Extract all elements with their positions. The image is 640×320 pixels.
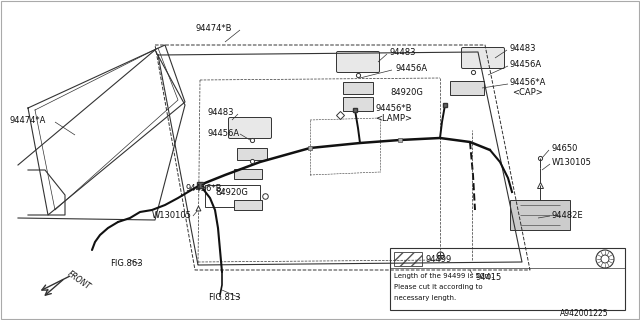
- FancyBboxPatch shape: [228, 117, 271, 139]
- Text: 94415: 94415: [475, 274, 501, 283]
- Bar: [205, 185, 260, 207]
- Text: 94456*B: 94456*B: [185, 183, 221, 193]
- Bar: [450, 81, 484, 95]
- Text: 84920G: 84920G: [215, 188, 248, 196]
- Text: 84920G: 84920G: [390, 87, 423, 97]
- Text: W130105: W130105: [552, 157, 592, 166]
- Text: 94456*B: 94456*B: [375, 103, 412, 113]
- Text: 94483: 94483: [390, 47, 417, 57]
- Bar: [234, 169, 262, 179]
- Bar: [343, 82, 373, 94]
- Text: 94456*A: 94456*A: [510, 77, 547, 86]
- Text: necessary length.: necessary length.: [394, 295, 456, 301]
- Bar: [234, 200, 262, 210]
- Text: 94482E: 94482E: [552, 211, 584, 220]
- Text: A942001225: A942001225: [560, 308, 609, 317]
- Bar: [237, 148, 267, 160]
- Bar: [394, 252, 422, 266]
- FancyBboxPatch shape: [461, 47, 504, 68]
- FancyBboxPatch shape: [337, 52, 380, 73]
- Text: 94456A: 94456A: [510, 60, 542, 68]
- Text: 94499: 94499: [426, 254, 452, 263]
- Bar: [343, 97, 373, 111]
- Text: Length of the 94499 is 50m.: Length of the 94499 is 50m.: [394, 273, 493, 279]
- Text: FRONT: FRONT: [65, 269, 92, 292]
- Text: <LAMP>: <LAMP>: [375, 114, 412, 123]
- Text: 94456A: 94456A: [208, 129, 240, 138]
- Text: 94483: 94483: [510, 44, 536, 52]
- Bar: [390, 248, 625, 310]
- Text: <CAP>: <CAP>: [512, 87, 543, 97]
- Text: 94650: 94650: [552, 143, 579, 153]
- Text: FIG.813: FIG.813: [208, 293, 241, 302]
- Text: W130105: W130105: [152, 211, 192, 220]
- Text: FIG.863: FIG.863: [110, 260, 143, 268]
- Text: Please cut it according to: Please cut it according to: [394, 284, 483, 290]
- Text: 94474*B: 94474*B: [195, 23, 232, 33]
- Bar: [510, 200, 570, 230]
- Text: 94483: 94483: [208, 108, 234, 116]
- Text: 94456A: 94456A: [395, 63, 427, 73]
- Text: 94474*A: 94474*A: [10, 116, 46, 124]
